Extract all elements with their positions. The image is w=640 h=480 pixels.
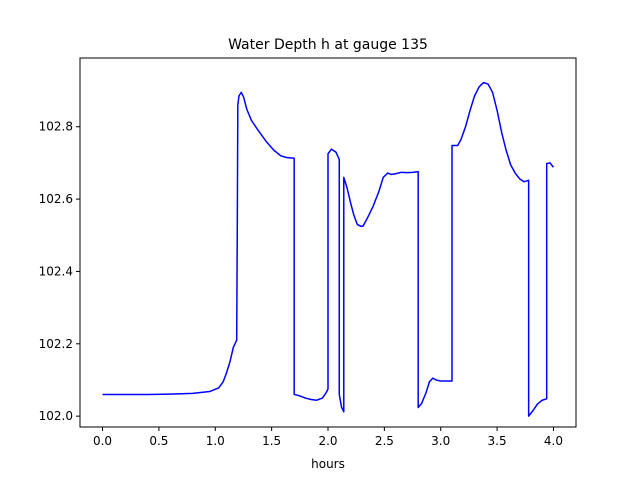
x-tick-label: 0.0 <box>93 434 112 448</box>
chart-title: Water Depth h at gauge 135 <box>228 37 428 53</box>
x-tick-label: 1.0 <box>206 434 225 448</box>
y-axis: 102.0 102.2 102.4 102.6 102.8 <box>39 120 80 423</box>
plot-area <box>102 81 555 417</box>
plot-frame <box>79 57 577 428</box>
y-tick-label: 102.0 <box>39 409 73 423</box>
y-tick-label: 102.2 <box>39 337 73 351</box>
x-axis: 0.0 0.5 1.0 1.5 2.0 2.5 3.0 3.5 4.0 <box>93 427 563 448</box>
x-tick-label: 3.5 <box>488 434 507 448</box>
x-axis-label: hours <box>311 457 345 471</box>
series-line-0 <box>102 81 555 417</box>
y-tick-label: 102.4 <box>39 264 73 278</box>
x-tick-label: 2.5 <box>375 434 394 448</box>
y-tick-label: 102.8 <box>39 120 73 134</box>
x-tick-label: 1.5 <box>262 434 281 448</box>
x-tick-label: 2.0 <box>318 434 337 448</box>
x-tick-label: 4.0 <box>544 434 563 448</box>
x-tick-label: 0.5 <box>149 434 168 448</box>
y-tick-label: 102.6 <box>39 192 73 206</box>
x-tick-label: 3.0 <box>431 434 450 448</box>
